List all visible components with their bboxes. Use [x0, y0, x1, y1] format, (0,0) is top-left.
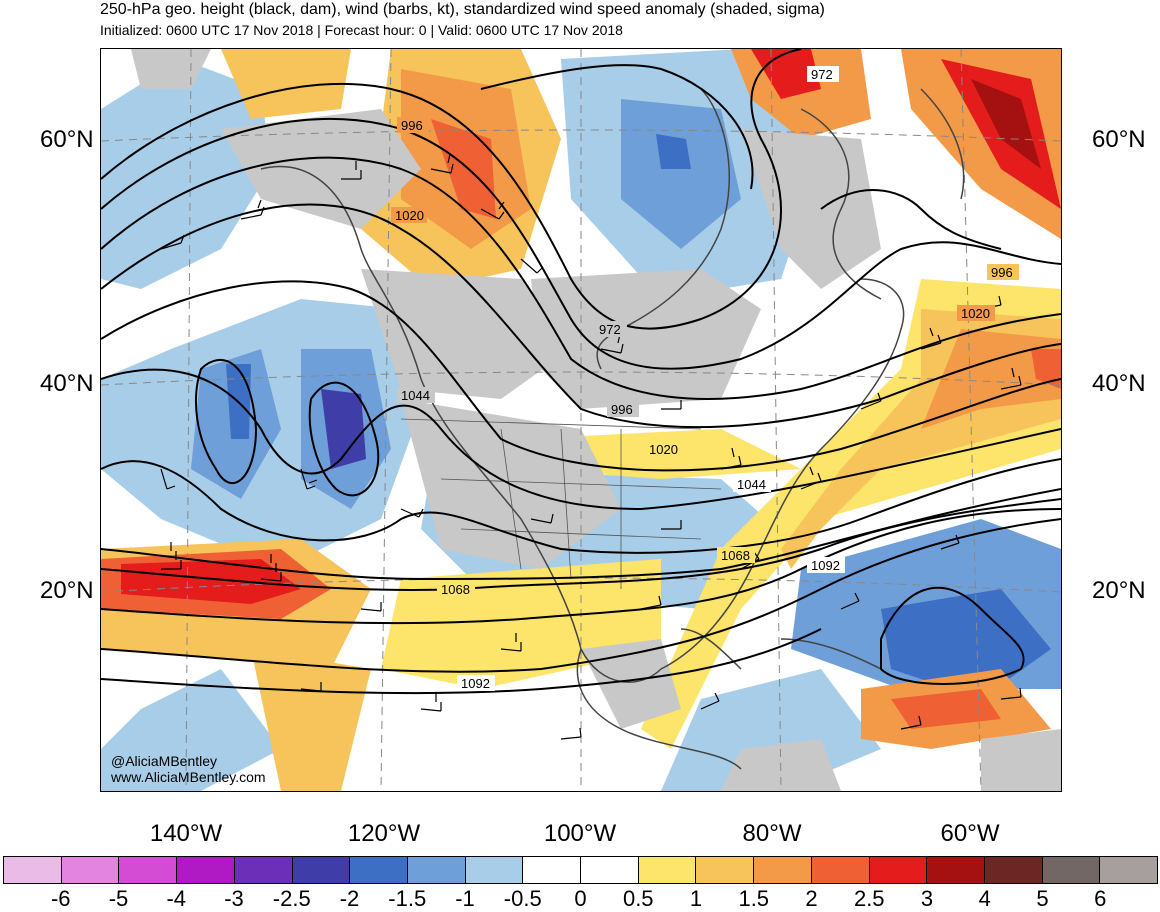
colorbar-swatch — [1042, 857, 1101, 883]
chart-title: 250-hPa geo. height (black, dam), wind (… — [100, 1, 825, 18]
colorbar — [3, 856, 1158, 884]
lat-label-40n-left: 40°N — [40, 370, 94, 397]
credit-handle: @AliciaMBentley — [111, 753, 218, 769]
contour-label-972-north: 972 — [811, 67, 833, 82]
lon-label-140w: 140°W — [149, 820, 223, 847]
contour-label-1044-west: 1044 — [401, 388, 430, 403]
lat-label-60n-right: 60°N — [1092, 126, 1146, 153]
contour-label-1020: 1020 — [649, 442, 678, 457]
colorbar-tick-label: -2.5 — [272, 886, 311, 911]
colorbar-swatch — [811, 857, 870, 883]
colorbar-tick-label: 5 — [1036, 886, 1049, 911]
lat-label-40n-right: 40°N — [1092, 370, 1146, 397]
colorbar-swatch — [292, 857, 351, 883]
colorbar-swatch — [581, 857, 639, 883]
colorbar-tick-label: 4 — [978, 886, 991, 911]
colorbar-swatch — [523, 857, 582, 883]
colorbar-swatch — [696, 857, 755, 883]
lon-label-100w: 100°W — [543, 820, 617, 847]
coastlines — [260, 88, 965, 770]
map-canvas: 972 972 996 996 996 1020 1020 1020 1044 … — [101, 49, 1061, 791]
colorbar-tick-label: 0 — [574, 886, 587, 911]
contour-label-996: 996 — [611, 402, 633, 417]
colorbar-tick-label: 2 — [805, 886, 818, 911]
colorbar-tick-label: -3 — [224, 886, 244, 911]
contour-label-1068-west: 1068 — [441, 582, 470, 597]
colorbar-swatch — [869, 857, 928, 883]
contour-label-1020-north: 1020 — [395, 208, 424, 223]
weather-map: 972 972 996 996 996 1020 1020 1020 1044 … — [100, 48, 1062, 792]
colorbar-swatch — [754, 857, 812, 883]
colorbar-tick-label: -1 — [455, 886, 475, 911]
colorbar-swatch — [1100, 857, 1158, 883]
colorbar-swatch — [638, 857, 697, 883]
colorbar-swatch — [119, 857, 178, 883]
contour-labels: 972 972 996 996 996 1020 1020 1020 1044 … — [391, 66, 1019, 691]
colorbar-swatch — [61, 857, 120, 883]
colorbar-tick-label: 1 — [689, 886, 703, 911]
contour-label-1092-east: 1092 — [811, 558, 840, 573]
colorbar-tick-label: -6 — [50, 886, 71, 911]
colorbar-swatch — [407, 857, 466, 883]
lon-label-60w: 60°W — [940, 820, 1000, 847]
colorbar-tick-label: 0.5 — [622, 886, 654, 911]
height-contours — [101, 49, 1061, 695]
anomaly-shading — [101, 49, 1061, 791]
colorbar-tick-label: 6 — [1094, 886, 1107, 911]
colorbar-tick-label: 2.5 — [853, 886, 885, 911]
colorbar-swatch — [234, 857, 293, 883]
colorbar-tick-label: -5 — [108, 886, 129, 911]
lat-label-20n-left: 20°N — [40, 577, 94, 604]
chart-subtitle: Initialized: 0600 UTC 17 Nov 2018 | Fore… — [100, 22, 623, 38]
colorbar-swatch — [465, 857, 524, 883]
colorbar-swatch — [4, 857, 62, 883]
contour-label-972: 972 — [599, 322, 621, 337]
colorbar-swatch — [177, 857, 235, 883]
colorbar-tick-label: -1.5 — [388, 886, 427, 911]
contour-label-1020-east: 1020 — [961, 306, 990, 321]
credit-website[interactable]: www.AliciaMBentley.com — [111, 769, 266, 785]
colorbar-tick-label: 3 — [920, 886, 934, 911]
contour-label-996-north: 996 — [401, 118, 423, 133]
lat-label-60n-left: 60°N — [40, 126, 94, 153]
contour-label-1092: 1092 — [461, 676, 490, 691]
colorbar-tick-label: -4 — [166, 886, 187, 911]
contour-label-996-east: 996 — [991, 265, 1013, 280]
lon-label-80w: 80°W — [742, 820, 802, 847]
contour-label-1068: 1068 — [721, 548, 750, 563]
contour-label-1044: 1044 — [737, 477, 766, 492]
colorbar-swatch — [984, 857, 1043, 883]
colorbar-tick-label: 1.5 — [738, 886, 770, 911]
colorbar-swatch — [927, 857, 985, 883]
lat-label-20n-right: 20°N — [1092, 577, 1146, 604]
colorbar-tick-label: -0.5 — [503, 886, 542, 911]
wind-barbs — [160, 153, 1022, 740]
lon-label-120w: 120°W — [347, 820, 421, 847]
colorbar-tick-label: -2 — [339, 886, 360, 911]
colorbar-swatch — [350, 857, 408, 883]
